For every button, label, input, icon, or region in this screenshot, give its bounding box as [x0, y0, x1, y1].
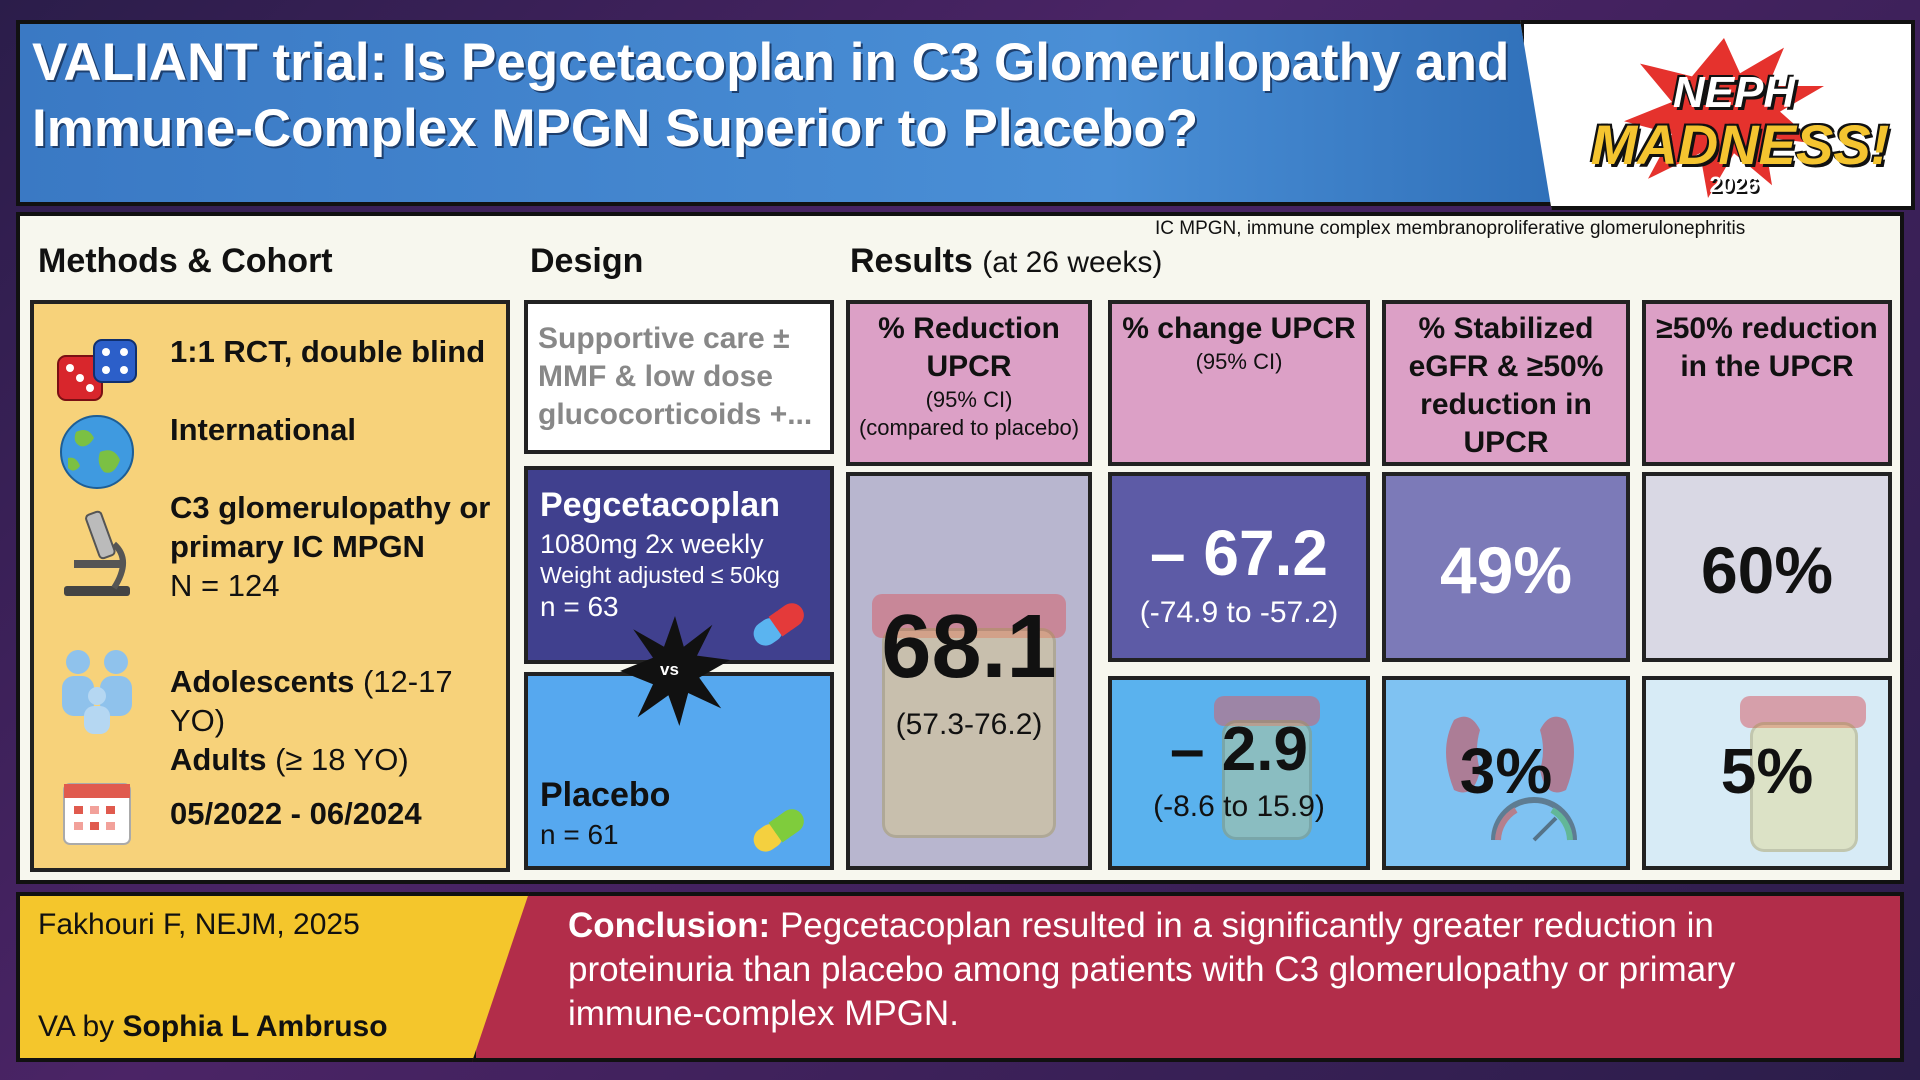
- kidney-gauge-icon: [1446, 716, 1577, 842]
- methods-box: 1:1 RCT, double blind International C3 g…: [30, 300, 510, 872]
- rct-text: 1:1 RCT, double blind: [170, 334, 486, 369]
- peg-dose: 1080mg 2x weekly: [540, 529, 764, 559]
- supportive-care-box: Supportive care ± MMF & low dose glucoco…: [524, 300, 834, 454]
- dice-icon: [57, 339, 137, 401]
- peg-50pct-value: 60%: [1700, 533, 1834, 607]
- calendar-icon: [63, 783, 131, 845]
- citation: Fakhouri F, NEJM, 2025: [38, 908, 360, 941]
- result-header-reduction: % Reduction UPCR (95% CI) (compared to p…: [846, 300, 1092, 466]
- condition-text: C3 glomerulopathy or primary IC MPGN N =…: [170, 490, 491, 603]
- neph-madness-logo: NEPH MADNESS! 2026: [1520, 20, 1915, 210]
- jar-lid-icon: [872, 594, 1066, 638]
- visual-abstract-credit: VA by Sophia L Ambruso: [38, 1010, 388, 1043]
- abbreviation-note: IC MPGN, immune complex membranoprolifer…: [1155, 218, 1746, 239]
- placebo-name: Placebo: [540, 776, 671, 814]
- results-title-main: Results: [850, 242, 973, 280]
- result-reduction-cell: 68.1 (57.3-76.2): [846, 472, 1092, 870]
- peg-stabilized-cell: 49%: [1382, 472, 1630, 662]
- page-title: VALIANT trial: Is Pegcetacoplan in C3 Gl…: [32, 33, 1510, 158]
- logo-neph-text: NEPH: [1672, 68, 1796, 117]
- placebo-stabilized-value: 3%: [1459, 735, 1553, 807]
- pill-icon: [753, 603, 804, 646]
- results-title: Results (at 26 weeks): [850, 242, 1162, 281]
- title-banner: [16, 20, 1576, 206]
- result-header-50pct: ≥50% reduction in the UPCR: [1642, 300, 1892, 466]
- peg-stabilized-value: 49%: [1439, 533, 1573, 607]
- vs-label: vs: [660, 660, 679, 679]
- conclusion-text: Pegcetacoplan resulted in a significantl…: [568, 906, 1736, 1033]
- urine-jar-icon: [1222, 720, 1312, 840]
- urine-jar-icon: [1750, 722, 1858, 852]
- placebo-change-cell: – 2.9 (-8.6 to 15.9): [1108, 676, 1370, 870]
- reduction-ci: (57.3-76.2): [895, 708, 1043, 741]
- conclusion-label: Conclusion:: [568, 906, 771, 945]
- conclusion-band: [472, 892, 1904, 1062]
- reduction-value: 68.1: [881, 597, 1057, 697]
- placebo-n: n = 61: [540, 819, 619, 850]
- family-icon: [62, 650, 132, 734]
- placebo-50pct-value: 5%: [1720, 735, 1814, 807]
- logo-madness-text: MADNESS!: [1590, 113, 1890, 176]
- author-name: Sophia L Ambruso: [122, 1010, 388, 1043]
- design-title: Design: [530, 242, 644, 280]
- placebo-50pct-cell: 5%: [1642, 676, 1892, 870]
- peg-n: n = 63: [540, 591, 619, 622]
- age-groups-text: Adolescents (12-17 YO) Adults (≥ 18 YO): [170, 664, 453, 777]
- n-total: N = 124: [170, 568, 280, 603]
- result-header-change: % change UPCR (95% CI): [1108, 300, 1370, 466]
- microscope-icon: [64, 510, 130, 596]
- conclusion: Conclusion: Pegcetacoplan resulted in a …: [568, 904, 1878, 1036]
- peg-name: Pegcetacoplan: [540, 486, 780, 524]
- peg-50pct-cell: 60%: [1642, 472, 1892, 662]
- result-header-stabilized: % Stabilized eGFR & ≥50% reduction in UP…: [1382, 300, 1630, 466]
- peg-change-ci: (-74.9 to -57.2): [1139, 596, 1339, 629]
- peg-change-value: – 67.2: [1150, 517, 1328, 589]
- globe-icon: [60, 415, 134, 489]
- international-text: International: [170, 412, 357, 447]
- logo-year-text: 2026: [1709, 172, 1759, 197]
- placebo-pill-icon: [753, 809, 804, 852]
- peg-change-cell: – 67.2 (-74.9 to -57.2): [1108, 472, 1370, 662]
- placebo-change-value: – 2.9: [1170, 715, 1308, 784]
- urine-jar-icon: [882, 628, 1056, 838]
- pegcetacoplan-arm: Pegcetacoplan 1080mg 2x weekly Weight ad…: [524, 466, 834, 664]
- dates-text: 05/2022 - 06/2024: [170, 796, 422, 831]
- results-title-sub: (at 26 weeks): [982, 246, 1163, 279]
- placebo-change-ci: (-8.6 to 15.9): [1153, 790, 1325, 823]
- citation-band: [16, 892, 536, 1062]
- methods-title: Methods & Cohort: [38, 242, 333, 280]
- placebo-stabilized-cell: 3%: [1382, 676, 1630, 870]
- peg-weight: Weight adjusted ≤ 50kg: [540, 562, 780, 588]
